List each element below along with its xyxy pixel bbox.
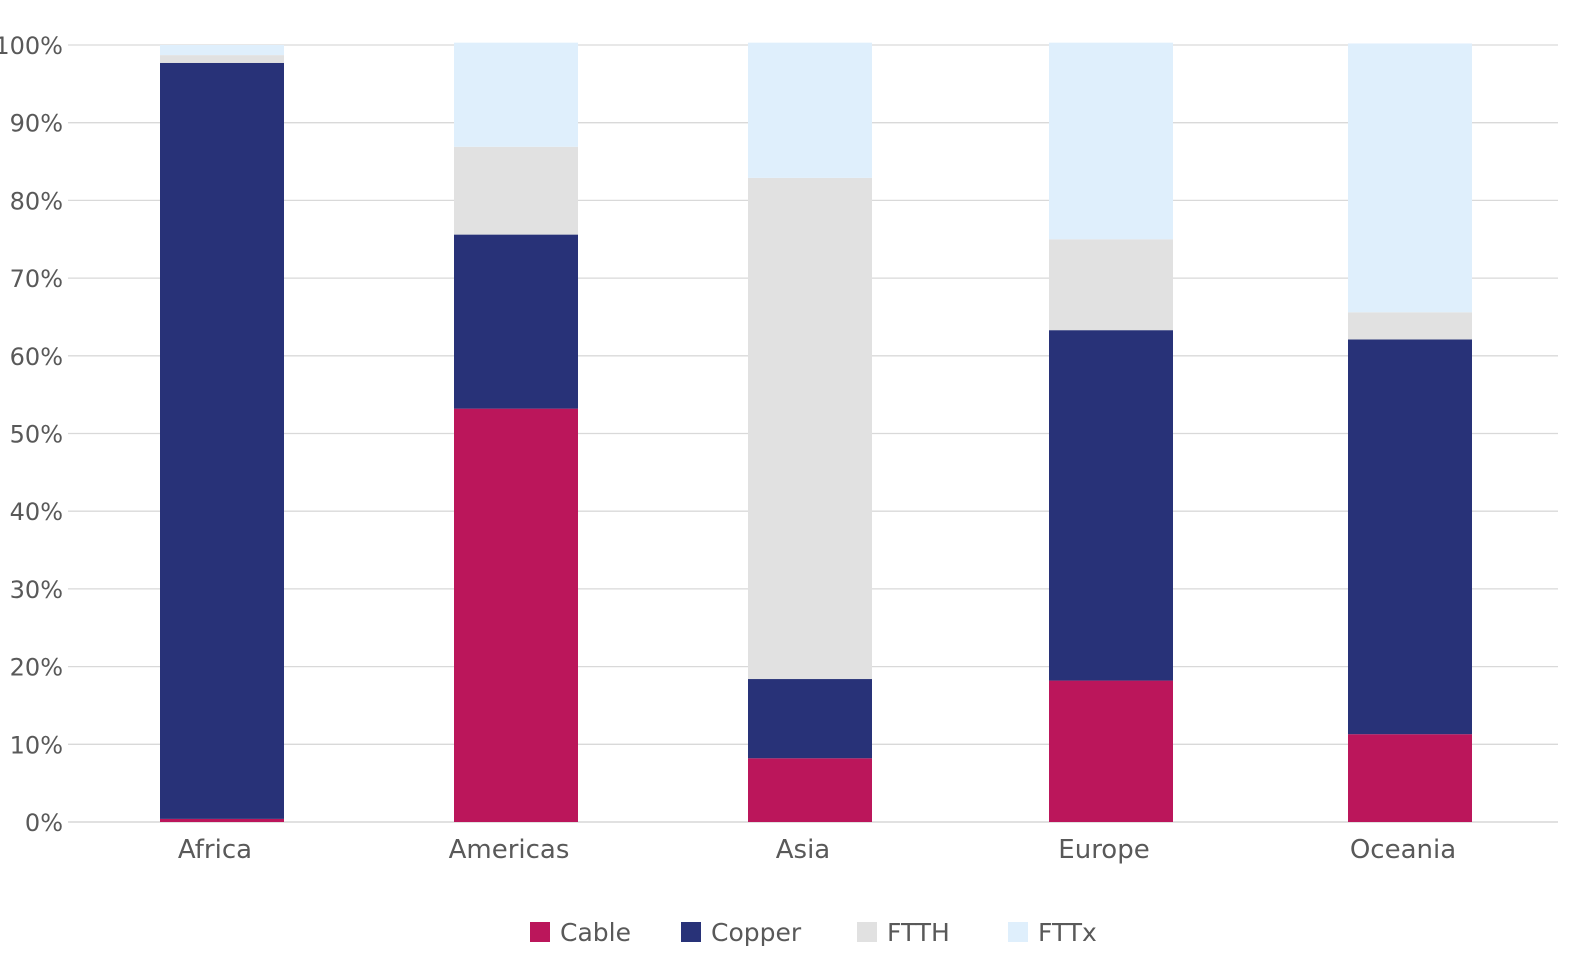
bar-europe-copper bbox=[1049, 330, 1173, 681]
legend: Cable Copper FTTH FTTx bbox=[530, 918, 1097, 947]
bar-asia-fttx bbox=[748, 42, 872, 178]
bar-asia-copper bbox=[748, 679, 872, 759]
x-axis-category-labels: Africa Americas Asia Europe Oceania bbox=[178, 835, 1456, 865]
y-tick-label: 80% bbox=[10, 187, 63, 215]
x-category-label: Oceania bbox=[1350, 835, 1456, 865]
x-category-label: Americas bbox=[449, 835, 570, 865]
y-axis-tick-labels: 0% 10% 20% 30% 40% 50% 60% 70% 80% 90% 100% bbox=[0, 32, 63, 837]
x-category-label: Asia bbox=[776, 835, 831, 865]
y-tick-label: 70% bbox=[10, 265, 63, 293]
bar-europe-ftth bbox=[1049, 239, 1173, 331]
y-tick-label: 60% bbox=[10, 343, 63, 371]
y-tick-label: 10% bbox=[10, 731, 63, 759]
bar-americas-cable bbox=[454, 408, 578, 822]
bar-americas-copper bbox=[454, 234, 578, 409]
legend-swatch bbox=[530, 922, 550, 942]
bar-oceania-copper bbox=[1348, 339, 1472, 735]
legend-swatch bbox=[681, 922, 701, 942]
y-tick-label: 50% bbox=[10, 421, 63, 449]
y-tick-label: 100% bbox=[0, 32, 63, 60]
bar-asia-cable bbox=[748, 758, 872, 822]
bar-asia-ftth bbox=[748, 177, 872, 680]
y-tick-label: 0% bbox=[25, 809, 63, 837]
legend-label: FTTH bbox=[887, 918, 950, 947]
legend-swatch bbox=[1008, 922, 1028, 942]
bar-americas-ftth bbox=[454, 146, 578, 235]
bar-oceania-fttx bbox=[1348, 43, 1472, 313]
bar-africa-copper bbox=[160, 62, 284, 819]
bar-africa-fttx bbox=[160, 45, 284, 56]
y-tick-label: 30% bbox=[10, 576, 63, 604]
bar-oceania-cable bbox=[1348, 734, 1472, 822]
legend-label: Cable bbox=[560, 918, 631, 947]
legend-item-ftth: FTTH bbox=[857, 918, 950, 947]
bar-africa-ftth bbox=[160, 55, 284, 63]
y-tick-label: 90% bbox=[10, 110, 63, 138]
legend-label: FTTx bbox=[1038, 918, 1097, 947]
x-category-label: Africa bbox=[178, 835, 252, 865]
bar-europe-cable bbox=[1049, 680, 1173, 822]
y-tick-label: 40% bbox=[10, 498, 63, 526]
legend-item-fttx: FTTx bbox=[1008, 918, 1097, 947]
bar-oceania-ftth bbox=[1348, 312, 1472, 340]
bar-europe-fttx bbox=[1049, 42, 1173, 240]
legend-label: Copper bbox=[711, 918, 802, 947]
x-category-label: Europe bbox=[1058, 835, 1149, 865]
legend-item-copper: Copper bbox=[681, 918, 802, 947]
y-tick-label: 20% bbox=[10, 654, 63, 682]
bar-africa-cable bbox=[160, 818, 284, 822]
legend-item-cable: Cable bbox=[530, 918, 631, 947]
legend-swatch bbox=[857, 922, 877, 942]
bar-americas-fttx bbox=[454, 42, 578, 147]
bars bbox=[160, 42, 1472, 822]
